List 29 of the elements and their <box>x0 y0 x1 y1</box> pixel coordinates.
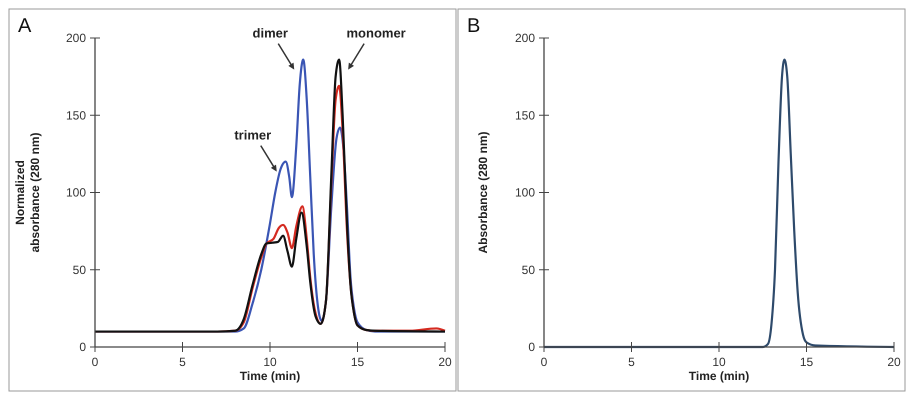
x-tick-label: 0 <box>92 355 99 369</box>
y-tick-label: 100 <box>66 186 86 200</box>
y-axis-title: Normalized absorbance (280 nm) <box>13 132 42 253</box>
annotation: dimer <box>252 26 288 41</box>
y-tick-label: 50 <box>72 262 86 277</box>
y-tick-label: 150 <box>514 108 536 122</box>
x-tick-label: 15 <box>350 355 364 369</box>
text: A <box>18 15 32 37</box>
y-tick-label: 150 <box>66 108 86 122</box>
x-tick-label: 5 <box>628 355 636 369</box>
y-tick-label: 200 <box>66 31 86 45</box>
x-tick-label: 10 <box>712 355 726 369</box>
text: B <box>467 15 480 37</box>
x-tick-label: 15 <box>800 355 814 369</box>
x-axis-title: Time (min) <box>688 369 750 383</box>
y-tick-label: 200 <box>514 31 536 45</box>
y-tick-label: 100 <box>514 186 536 200</box>
x-axis-title: Time (min) <box>240 369 300 383</box>
x-tick-label: 20 <box>887 355 901 369</box>
y-tick-label: 50 <box>522 262 536 277</box>
x-tick-label: 0 <box>540 355 548 369</box>
annotation: trimer <box>234 128 272 143</box>
annotation: monomer <box>346 26 406 41</box>
x-tick-label: 5 <box>179 355 186 369</box>
y-axis-title: Absorbance (280 nm) <box>476 131 490 254</box>
x-tick-label: 10 <box>263 355 277 369</box>
x-tick-label: 20 <box>438 355 452 369</box>
y-tick-label: 0 <box>528 340 536 354</box>
y-tick-label: 0 <box>79 340 86 354</box>
